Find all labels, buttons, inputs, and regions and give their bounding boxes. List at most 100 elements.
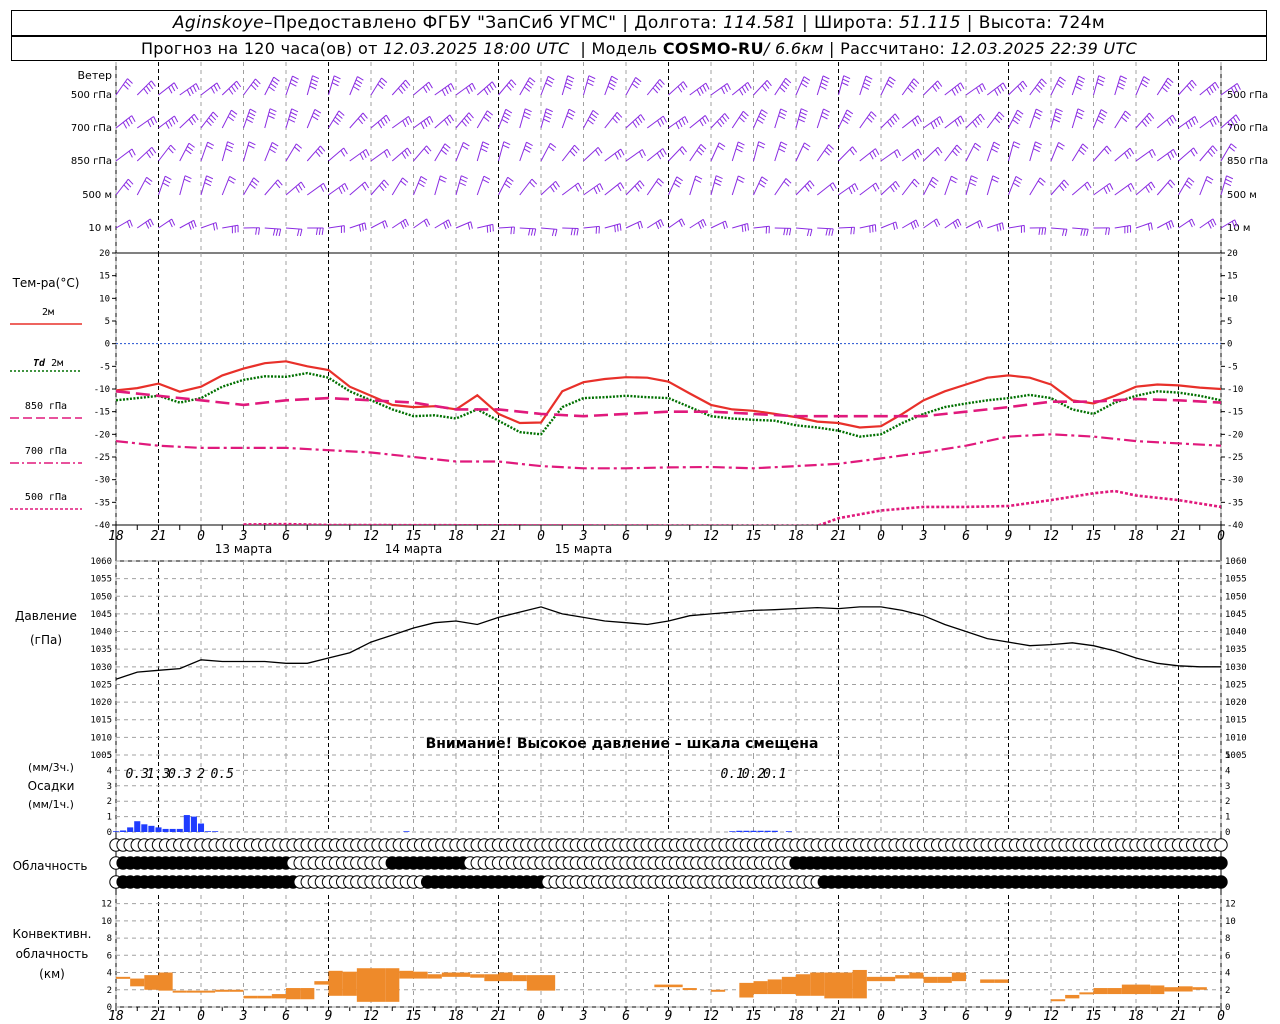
temp-850-line bbox=[116, 390, 1221, 418]
wind-barb-feather bbox=[236, 80, 242, 88]
legend-label: 700 гПа bbox=[25, 446, 67, 457]
wind-barb bbox=[1071, 108, 1079, 129]
wind-barb bbox=[498, 141, 505, 162]
wind-barb-feather bbox=[981, 83, 986, 91]
wind-barb bbox=[816, 144, 830, 162]
wind-barb-feather bbox=[1226, 175, 1234, 180]
hour-label-bottom: 21 bbox=[1171, 1009, 1187, 1024]
hour-label-mid: 21 bbox=[151, 529, 167, 544]
wind-barb-feather bbox=[786, 228, 789, 236]
conv-tick-label-left: 0 bbox=[107, 1003, 112, 1013]
wind-barb bbox=[561, 144, 575, 162]
wind-barb-feather bbox=[934, 149, 940, 156]
wind-barb-feather bbox=[483, 88, 489, 96]
wind-barb-feather bbox=[932, 176, 939, 182]
wind-barb-feather bbox=[481, 144, 489, 149]
wind-barb-feather bbox=[846, 109, 854, 115]
wind-barb-feather bbox=[546, 79, 554, 84]
wind-barb-feather bbox=[148, 149, 154, 156]
wind-barb bbox=[243, 177, 255, 196]
precip-bar bbox=[155, 827, 162, 832]
wind-barb bbox=[1220, 219, 1236, 229]
wind-barb bbox=[774, 108, 782, 129]
wind-barb-feather bbox=[1143, 76, 1150, 81]
wind-barb-feather bbox=[277, 179, 283, 186]
wind-barb-feather bbox=[1211, 84, 1217, 91]
wind-barb-feather bbox=[1206, 175, 1214, 181]
wind-barb-feather bbox=[379, 80, 386, 87]
wind-barb-feather bbox=[1150, 181, 1156, 189]
wind-barb-feather bbox=[1230, 119, 1235, 126]
hour-label-mid: 6 bbox=[282, 529, 290, 544]
wind-barb bbox=[200, 175, 208, 196]
wind-barb-feather bbox=[355, 79, 363, 84]
wind-barb-feather bbox=[614, 114, 621, 121]
wind-barb-feather bbox=[1034, 144, 1041, 149]
wind-barb bbox=[1199, 145, 1214, 162]
wind-barb-feather bbox=[1076, 82, 1083, 87]
wind-barb-feather bbox=[974, 118, 980, 126]
wind-barb-feather bbox=[1230, 87, 1235, 95]
wind-barb-feather bbox=[850, 227, 853, 235]
wind-barb-feather bbox=[529, 77, 536, 83]
wind-barb bbox=[987, 222, 1003, 229]
temp-tick-label-left: 10 bbox=[99, 294, 110, 304]
precip-bar bbox=[190, 816, 197, 832]
wind-barb-feather bbox=[1207, 150, 1213, 157]
wind-barb bbox=[306, 182, 324, 196]
wind-barb-feather bbox=[1078, 149, 1085, 155]
wind-barb-feather bbox=[917, 115, 922, 123]
wind-barb bbox=[179, 175, 186, 196]
wind-barb-feather bbox=[658, 178, 664, 184]
wind-barb-feather bbox=[168, 147, 174, 154]
wind-barb-feather bbox=[268, 86, 275, 92]
wind-barb-feather bbox=[610, 79, 617, 84]
wind-barb bbox=[901, 115, 919, 129]
wind-barb-feather bbox=[1165, 80, 1172, 87]
wind-barb bbox=[136, 177, 148, 196]
conv-cloud-bar bbox=[541, 975, 556, 991]
pres-tick-label-right: 1060 bbox=[1225, 557, 1247, 567]
legend-label: 500 гПа bbox=[25, 492, 67, 503]
wind-barb bbox=[838, 146, 853, 162]
wind-barb-feather bbox=[502, 144, 510, 149]
wind-barb-feather bbox=[994, 117, 1001, 124]
wind-barb-feather bbox=[913, 78, 920, 84]
wind-barb-feather bbox=[149, 218, 154, 226]
wind-barb-feather bbox=[401, 152, 407, 159]
wind-barb bbox=[859, 182, 877, 196]
wind-barb bbox=[115, 178, 129, 196]
title-bar: Aginskoye – Предоставлено ФГБУ "ЗапСиб У… bbox=[11, 10, 1267, 36]
wind-barb bbox=[561, 75, 569, 96]
wind-barb-feather bbox=[761, 109, 768, 114]
pres-title: Давление bbox=[15, 609, 77, 623]
wind-barb bbox=[753, 109, 763, 129]
wind-barb-feather bbox=[333, 75, 341, 80]
wind-barb-feather bbox=[1235, 114, 1241, 121]
wind-barb-feather bbox=[823, 108, 830, 113]
hour-label-mid: 9 bbox=[1005, 529, 1013, 544]
wind-barb-feather bbox=[915, 219, 920, 227]
wind-barb bbox=[455, 221, 471, 229]
wind-barb bbox=[476, 141, 484, 162]
wind-barb-feather bbox=[573, 228, 576, 236]
wind-barb-feather bbox=[402, 177, 409, 183]
wind-barb-feather bbox=[1170, 151, 1175, 158]
temp-tick-label-right: -10 bbox=[1227, 385, 1243, 395]
pres-tick-label-right: 1030 bbox=[1225, 663, 1247, 673]
wind-barb-feather bbox=[147, 120, 152, 128]
wind-barb-feather bbox=[227, 141, 235, 146]
wind-barb bbox=[1135, 181, 1152, 196]
wind-barb-feather bbox=[909, 84, 916, 90]
wind-barb-feather bbox=[508, 82, 514, 89]
wind-barb-feather bbox=[1188, 120, 1193, 128]
wind-barb-feather bbox=[296, 228, 300, 236]
wind-barb-feather bbox=[527, 80, 534, 86]
wind-barb-feather bbox=[1236, 83, 1241, 90]
wind-barb-feather bbox=[400, 222, 405, 229]
wind-level-label-right: 500 гПа bbox=[1227, 90, 1268, 101]
wind-barb-feather bbox=[875, 148, 880, 155]
wind-barb-feather bbox=[1163, 83, 1170, 90]
hour-label-bottom: 0 bbox=[877, 1009, 885, 1024]
precip-bar bbox=[764, 830, 771, 832]
